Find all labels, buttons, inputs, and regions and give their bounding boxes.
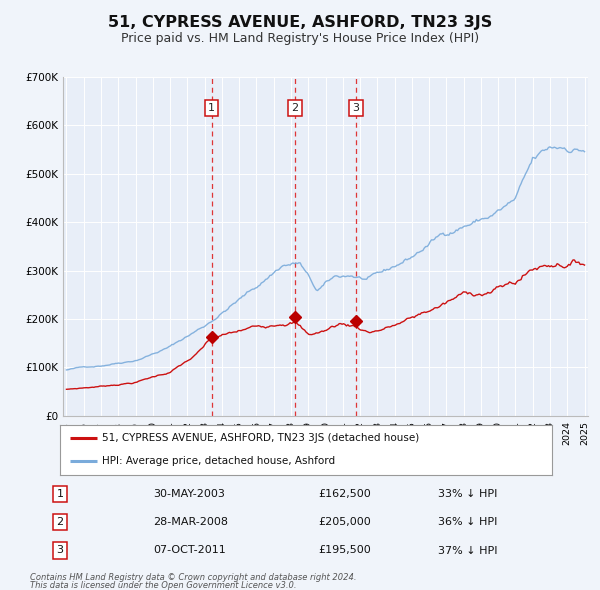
Text: 51, CYPRESS AVENUE, ASHFORD, TN23 3JS: 51, CYPRESS AVENUE, ASHFORD, TN23 3JS — [108, 15, 492, 30]
Text: This data is licensed under the Open Government Licence v3.0.: This data is licensed under the Open Gov… — [30, 581, 296, 590]
Text: 2: 2 — [292, 103, 299, 113]
Text: 2: 2 — [56, 517, 64, 527]
Text: 3: 3 — [56, 546, 64, 555]
Text: 51, CYPRESS AVENUE, ASHFORD, TN23 3JS (detached house): 51, CYPRESS AVENUE, ASHFORD, TN23 3JS (d… — [102, 433, 419, 443]
Text: 28-MAR-2008: 28-MAR-2008 — [153, 517, 228, 527]
Text: 36% ↓ HPI: 36% ↓ HPI — [438, 517, 497, 527]
Text: 07-OCT-2011: 07-OCT-2011 — [153, 546, 226, 555]
Text: 30-MAY-2003: 30-MAY-2003 — [153, 489, 225, 499]
Text: £205,000: £205,000 — [318, 517, 371, 527]
Text: HPI: Average price, detached house, Ashford: HPI: Average price, detached house, Ashf… — [102, 457, 335, 467]
Text: Price paid vs. HM Land Registry's House Price Index (HPI): Price paid vs. HM Land Registry's House … — [121, 32, 479, 45]
Text: 37% ↓ HPI: 37% ↓ HPI — [438, 546, 497, 555]
Text: Contains HM Land Registry data © Crown copyright and database right 2024.: Contains HM Land Registry data © Crown c… — [30, 572, 356, 582]
Text: £162,500: £162,500 — [318, 489, 371, 499]
Text: £195,500: £195,500 — [318, 546, 371, 555]
Text: 3: 3 — [352, 103, 359, 113]
Text: 1: 1 — [56, 489, 64, 499]
Text: 1: 1 — [208, 103, 215, 113]
Text: 33% ↓ HPI: 33% ↓ HPI — [438, 489, 497, 499]
